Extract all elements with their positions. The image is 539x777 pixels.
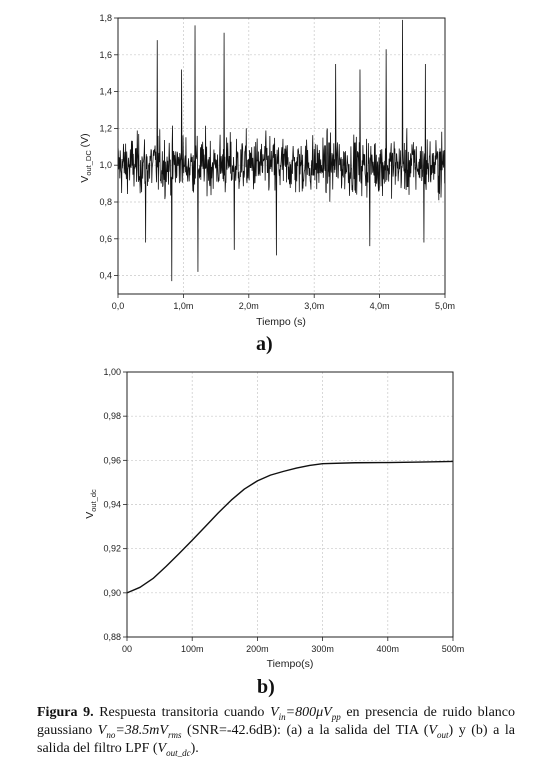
b-x-tick-label: 500m xyxy=(442,644,465,654)
chart-a-ticks: 0,0 1,0m 2,0m 3,0m 4,0m 5,0m 0,4 0,6 0,8 1,0 1,2 1,… xyxy=(99,13,455,311)
chart-a-frame xyxy=(117,17,446,295)
chart-b-series-line xyxy=(126,460,454,594)
chart-a: 0,0 1,0m 2,0m 3,0m 4,0m 5,0m 0,4 0,6 0,8 1,0 1,2 1,… xyxy=(79,13,455,328)
caption-figure-number: Figura 9. xyxy=(37,705,94,720)
a-x-tick-label: 5,0m xyxy=(435,301,455,311)
b-x-tick-label: 00 xyxy=(122,644,132,654)
a-x-tick-label: 3,0m xyxy=(304,301,324,311)
chart-b: 00 100m 200m 300m 400m 500m 0,88 0,90 0,92 0,94 0,… xyxy=(84,367,464,670)
a-y-tick-label: 0,6 xyxy=(99,234,112,244)
a-x-tick-label: 0,0 xyxy=(112,301,125,311)
b-y-tick-label: 0,92 xyxy=(103,544,121,554)
a-y-tick-label: 1,8 xyxy=(99,13,112,23)
chart-b-grid xyxy=(127,372,453,637)
b-y-tick-label: 0,94 xyxy=(103,500,121,510)
a-y-tick-label: 1,0 xyxy=(99,160,112,170)
b-x-tick-label: 300m xyxy=(311,644,334,654)
chart-b-ticks: 00 100m 200m 300m 400m 500m 0,88 0,90 0,92 0,94 0,… xyxy=(103,367,464,654)
a-y-tick-label: 0,4 xyxy=(99,271,112,281)
figure-caption: Figura 9. Respuesta transitoria cuando V… xyxy=(37,705,516,758)
b-y-tick-label: 0,88 xyxy=(103,632,121,642)
chart-a-series-line xyxy=(117,19,446,282)
panel-b-label: b) xyxy=(257,676,275,698)
chart-b-series xyxy=(126,460,454,594)
b-y-tick-label: 0,98 xyxy=(103,411,121,421)
chart-a-y-axis-label: Vout_DC (V) xyxy=(79,133,93,182)
b-x-tick-label: 400m xyxy=(377,644,400,654)
chart-b-x-axis-label: Tiempo(s) xyxy=(267,658,314,670)
b-y-tick-label: 0,96 xyxy=(103,455,121,465)
a-y-tick-label: 0,8 xyxy=(99,197,112,207)
b-y-tick-label: 1,00 xyxy=(103,367,121,377)
b-y-tick-label: 0,90 xyxy=(103,588,121,598)
a-y-tick-label: 1,6 xyxy=(99,50,112,60)
b-x-tick-label: 200m xyxy=(246,644,269,654)
panel-a-label: a) xyxy=(256,333,273,355)
a-x-tick-label: 2,0m xyxy=(239,301,259,311)
b-x-tick-label: 100m xyxy=(181,644,204,654)
chart-b-y-axis-label: Vout_dc xyxy=(84,489,98,519)
a-y-tick-label: 1,4 xyxy=(99,87,112,97)
a-x-tick-label: 1,0m xyxy=(173,301,193,311)
chart-a-series xyxy=(117,19,446,282)
chart-a-x-axis-label: Tiempo (s) xyxy=(256,316,306,328)
a-y-tick-label: 1,2 xyxy=(99,123,112,133)
a-x-tick-label: 4,0m xyxy=(370,301,390,311)
chart-a-grid xyxy=(118,18,445,294)
